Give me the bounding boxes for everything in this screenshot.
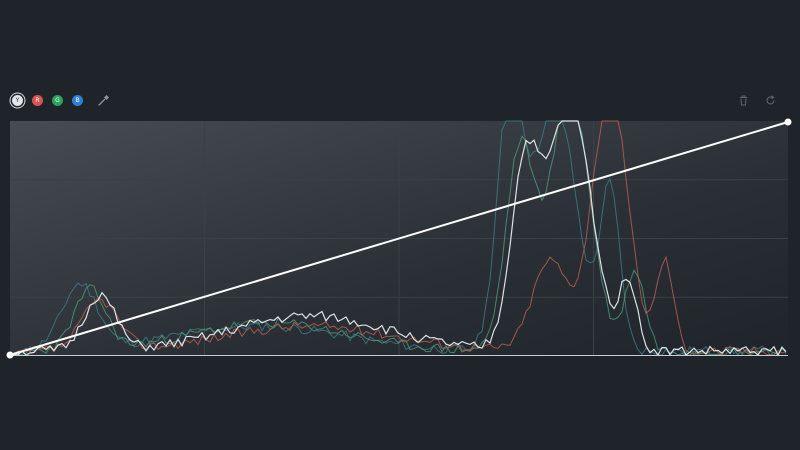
- reset-curve-button[interactable]: [764, 94, 777, 107]
- delete-point-button[interactable]: [737, 94, 750, 107]
- eyedropper-button[interactable]: [97, 94, 110, 107]
- curve-canvas[interactable]: [6, 118, 792, 359]
- trash-icon: [740, 95, 747, 106]
- channel-luma-button[interactable]: Y: [12, 95, 23, 106]
- curve-point-black[interactable]: [6, 351, 14, 359]
- histogram-blue: [9, 120, 787, 356]
- curve-panel[interactable]: [6, 118, 792, 359]
- channel-luma-label: Y: [15, 97, 20, 104]
- curves-toolbar: Y R G B: [10, 92, 790, 110]
- reset-icon: [766, 95, 775, 105]
- tone-curve[interactable]: [9, 121, 789, 356]
- channel-green-label: G: [55, 97, 60, 104]
- histogram-luma: [9, 120, 787, 357]
- eyedropper-icon: [98, 95, 109, 106]
- channel-blue-button[interactable]: B: [72, 95, 83, 106]
- channel-green-button[interactable]: G: [52, 95, 63, 106]
- channel-blue-label: B: [75, 97, 80, 104]
- channel-red-button[interactable]: R: [32, 95, 43, 106]
- curve-point-white[interactable]: [784, 118, 792, 126]
- channel-red-label: R: [35, 97, 40, 104]
